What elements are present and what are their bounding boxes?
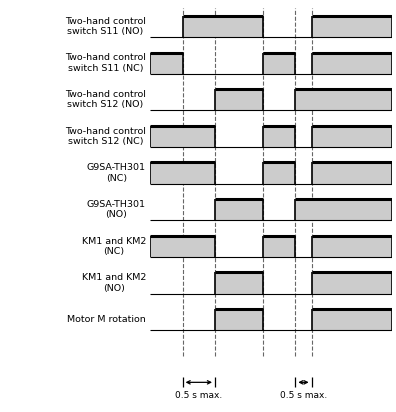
Bar	[150, 236, 215, 257]
Text: Two-hand control
switch S12 (NO): Two-hand control switch S12 (NO)	[65, 90, 146, 110]
Bar	[150, 126, 215, 147]
Bar	[215, 199, 263, 220]
Bar	[312, 162, 392, 184]
Bar	[183, 16, 263, 37]
Bar	[215, 272, 263, 293]
Text: KM1 and KM2
(NC): KM1 and KM2 (NC)	[82, 236, 146, 256]
Text: G9SA-TH301
(NO): G9SA-TH301 (NO)	[87, 200, 146, 219]
Bar	[312, 272, 392, 293]
Bar	[295, 89, 392, 110]
Bar	[150, 53, 183, 74]
Bar	[312, 309, 392, 330]
Text: Two-hand control
switch S11 (NC): Two-hand control switch S11 (NC)	[65, 54, 146, 73]
Bar	[263, 126, 295, 147]
Text: KM1 and KM2
(NO): KM1 and KM2 (NO)	[82, 273, 146, 293]
Bar	[295, 199, 392, 220]
Text: G9SA-TH301
(NC): G9SA-TH301 (NC)	[87, 163, 146, 183]
Text: Two-hand control
switch S11 (NO): Two-hand control switch S11 (NO)	[65, 17, 146, 36]
Bar	[312, 236, 392, 257]
Text: 0.5 s max.: 0.5 s max.	[175, 391, 223, 400]
Bar	[263, 236, 295, 257]
Bar	[263, 162, 295, 184]
Bar	[263, 53, 295, 74]
Bar	[150, 162, 215, 184]
Text: Motor M rotation: Motor M rotation	[67, 315, 146, 324]
Bar	[312, 16, 392, 37]
Bar	[312, 53, 392, 74]
Bar	[215, 89, 263, 110]
Bar	[312, 126, 392, 147]
Text: 0.5 s max.: 0.5 s max.	[280, 391, 327, 400]
Text: Two-hand control
switch S12 (NC): Two-hand control switch S12 (NC)	[65, 127, 146, 146]
Bar	[215, 309, 263, 330]
